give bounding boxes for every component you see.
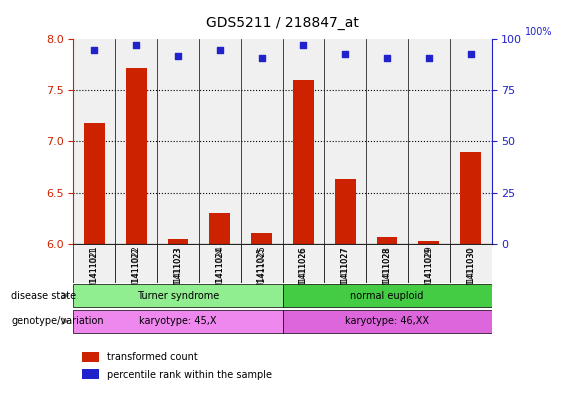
Text: GSM1411030: GSM1411030	[466, 247, 475, 298]
Bar	[115, 39, 157, 244]
Point	[299, 42, 308, 49]
Text: Turner syndrome: Turner syndrome	[137, 291, 219, 301]
Text: GSM1411023: GSM1411023	[173, 246, 182, 301]
Bar	[293, 80, 314, 244]
Text: transformed count: transformed count	[107, 352, 198, 362]
Bar	[418, 241, 440, 244]
FancyBboxPatch shape	[366, 244, 408, 283]
FancyBboxPatch shape	[282, 244, 324, 283]
Bar	[377, 237, 398, 244]
Bar	[73, 39, 115, 244]
Text: GSM1411022: GSM1411022	[132, 246, 141, 301]
Text: GSM1411025: GSM1411025	[257, 247, 266, 298]
FancyBboxPatch shape	[450, 244, 492, 283]
Text: GSM1411024: GSM1411024	[215, 247, 224, 298]
FancyBboxPatch shape	[157, 244, 199, 283]
Point	[466, 50, 475, 57]
FancyBboxPatch shape	[324, 244, 366, 283]
Text: GSM1411027: GSM1411027	[341, 247, 350, 298]
Text: percentile rank within the sample: percentile rank within the sample	[107, 369, 272, 380]
Point	[90, 46, 99, 53]
FancyBboxPatch shape	[282, 310, 492, 333]
Text: GSM1411026: GSM1411026	[299, 246, 308, 301]
Text: GSM1411028: GSM1411028	[383, 247, 392, 298]
Text: 100%: 100%	[525, 27, 553, 37]
Bar	[199, 39, 241, 244]
FancyBboxPatch shape	[199, 244, 241, 283]
Text: normal euploid: normal euploid	[350, 291, 424, 301]
Text: GSM1411022: GSM1411022	[132, 247, 141, 298]
Text: GSM1411021: GSM1411021	[90, 247, 99, 298]
Text: GSM1411029: GSM1411029	[424, 247, 433, 298]
Bar	[167, 239, 189, 244]
FancyBboxPatch shape	[241, 244, 282, 283]
Text: GSM1411030: GSM1411030	[466, 246, 475, 301]
Bar	[82, 369, 98, 379]
Text: GSM1411025: GSM1411025	[257, 246, 266, 301]
Text: GSM1411029: GSM1411029	[424, 246, 433, 301]
Bar	[460, 152, 481, 244]
FancyBboxPatch shape	[115, 244, 157, 283]
Bar	[82, 352, 98, 362]
Point	[257, 55, 266, 61]
Bar	[157, 39, 199, 244]
FancyBboxPatch shape	[73, 310, 282, 333]
Text: disease state: disease state	[11, 290, 76, 301]
Bar	[334, 179, 356, 244]
Text: GSM1411026: GSM1411026	[299, 247, 308, 298]
Bar	[241, 39, 282, 244]
Point	[341, 50, 350, 57]
Text: GSM1411021: GSM1411021	[90, 246, 99, 301]
Bar	[324, 39, 366, 244]
Text: GSM1411024: GSM1411024	[215, 246, 224, 301]
Text: karyotype: 45,X: karyotype: 45,X	[139, 316, 217, 326]
Point	[424, 55, 433, 61]
Text: GSM1411023: GSM1411023	[173, 247, 182, 298]
Text: GSM1411027: GSM1411027	[341, 246, 350, 301]
Bar	[209, 213, 231, 244]
Bar	[251, 233, 272, 244]
Bar	[125, 68, 147, 244]
Bar	[450, 39, 492, 244]
Bar	[282, 39, 324, 244]
FancyBboxPatch shape	[282, 284, 492, 307]
Text: karyotype: 46,XX: karyotype: 46,XX	[345, 316, 429, 326]
Text: genotype/variation: genotype/variation	[11, 316, 104, 326]
Point	[173, 53, 182, 59]
FancyBboxPatch shape	[408, 244, 450, 283]
Text: GSM1411028: GSM1411028	[383, 246, 392, 301]
FancyBboxPatch shape	[73, 244, 115, 283]
Point	[383, 55, 392, 61]
Bar	[408, 39, 450, 244]
Point	[215, 46, 224, 53]
Text: GDS5211 / 218847_at: GDS5211 / 218847_at	[206, 16, 359, 30]
Point	[132, 42, 141, 49]
Bar	[366, 39, 408, 244]
FancyBboxPatch shape	[73, 284, 282, 307]
Bar	[84, 123, 105, 244]
